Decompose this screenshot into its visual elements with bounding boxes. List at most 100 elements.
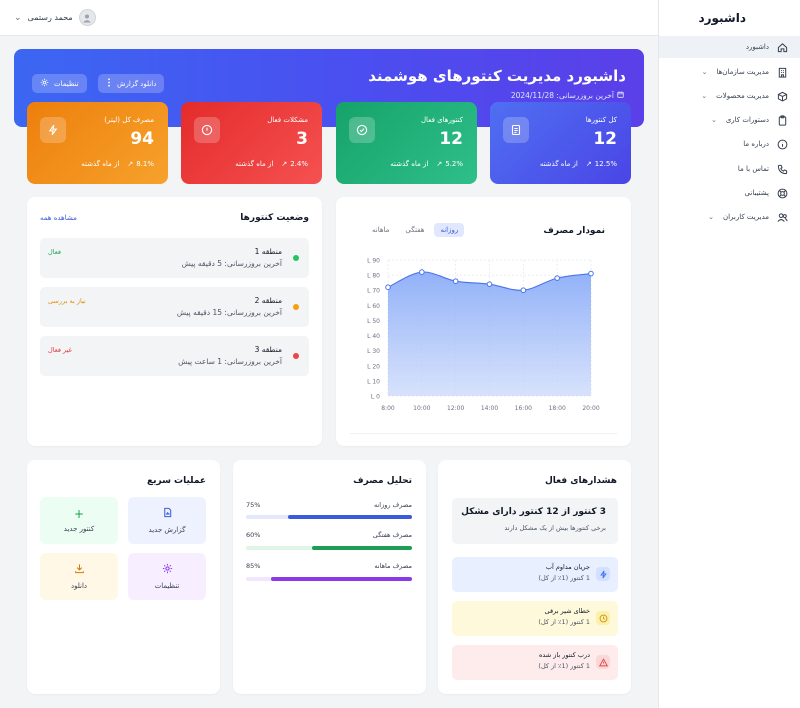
alert-title: درب کنتور باز شده — [538, 651, 590, 659]
status-dot — [293, 353, 299, 359]
progress-fill-weekly — [312, 546, 412, 550]
sidebar-item-users[interactable]: مدیریت کاربران ⌄ — [658, 205, 800, 229]
area-fill — [388, 272, 591, 396]
sidebar-item-label: دستورات کاری — [725, 116, 769, 124]
alert-title: خطای شیر برقی — [544, 607, 590, 615]
y-tick-label: L 90 — [367, 258, 380, 265]
progress-track-weekly — [246, 546, 412, 550]
meter-row[interactable]: منطقه 3 آخرین بروزرسانی: 1 ساعت پیش غیر … — [40, 336, 309, 376]
last-update-text: آخرین بروزرسانی: 2024/11/28 — [510, 91, 614, 100]
alert-title: جریان مداوم آب — [545, 563, 590, 571]
stat-change-value: 8.1% — [136, 160, 154, 168]
x-tick-label: 12:00 — [447, 405, 464, 412]
stat-change-value: 5.2% — [445, 160, 463, 168]
bar-label: مصرف ماهانه — [374, 562, 412, 570]
status-dot — [293, 304, 299, 310]
sidebar-item-organizations[interactable]: مدیریت سازمان‌ها ⌄ — [658, 60, 800, 84]
data-point[interactable] — [588, 270, 594, 277]
plus-icon: + — [73, 506, 85, 521]
alerts-summary: 3 کنتور از 12 کنتور دارای مشکل برخی کنتو… — [452, 498, 618, 544]
sidebar-item-label: مدیریت کاربران — [722, 213, 769, 221]
download-button[interactable]: دانلود — [40, 553, 118, 600]
sidebar-item-about[interactable]: درباره ما — [658, 132, 800, 156]
sidebar-item-label: مدیریت سازمان‌ها — [716, 68, 769, 76]
sidebar-item-work-orders[interactable]: دستورات کاری ⌄ — [658, 108, 800, 132]
sidebar-item-contact[interactable]: تماس با ما — [658, 157, 800, 181]
stat-change: 12.5% ↗ از ماه گذشته — [540, 160, 617, 168]
tab-weekly[interactable]: هفتگی — [405, 226, 425, 234]
meter-status-card: وضعیت کنتورها مشاهده همه منطقه 1 آخرین ب… — [27, 197, 322, 446]
download-label: دانلود — [70, 582, 88, 590]
bar-percent: 85% — [246, 562, 261, 570]
data-point[interactable] — [486, 281, 493, 287]
alert-item[interactable]: درب کنتور باز شده 1 کنتور (1٪ از کل) — [452, 645, 618, 680]
last-update: آخرین بروزرسانی: 2024/11/28 — [511, 91, 624, 100]
status-dot — [293, 255, 299, 261]
settings-button[interactable]: تنظیمات — [32, 74, 87, 93]
sidebar-item-dashboard[interactable]: داشبورد — [658, 35, 800, 59]
sidebar-item-label: مدیریت محصولات — [716, 92, 769, 100]
report-icon — [162, 507, 173, 520]
stat-value: 3 — [296, 129, 308, 149]
new-report-button[interactable]: گزارش جدید — [128, 497, 206, 544]
bar-percent: 60% — [246, 531, 261, 539]
x-tick-label: 14:00 — [481, 405, 498, 412]
x-tick-label: 18:00 — [549, 405, 566, 412]
alerts-title: هشدارهای فعال — [544, 476, 617, 486]
new-meter-button[interactable]: + کنتور جدید — [40, 497, 118, 544]
data-point[interactable] — [554, 275, 560, 281]
status-badge: غیر فعال — [48, 346, 72, 354]
page-title: داشبورد مدیریت کنتورهای هوشمند — [368, 67, 626, 85]
stat-card-total-meters: کل کنتورها 12 12.5% ↗ از ماه گذشته — [490, 102, 631, 184]
meter-row[interactable]: منطقه 1 آخرین بروزرسانی: 5 دقیقه پیش فعا… — [40, 238, 309, 278]
download-report-button[interactable]: دانلود گزارش — [98, 74, 165, 93]
alerts-summary-title: 3 کنتور از 12 کنتور دارای مشکل — [461, 507, 606, 517]
check-circle-icon — [349, 117, 375, 143]
data-point[interactable] — [419, 269, 425, 275]
sidebar-item-support[interactable]: پشتیبانی — [658, 181, 800, 205]
quick-actions-title: عملیات سریع — [146, 476, 206, 486]
x-tick-label: 10:00 — [413, 405, 430, 412]
sidebar-item-label: پشتیبانی — [744, 189, 769, 197]
status-badge: فعال — [48, 248, 61, 256]
alert-item[interactable]: خطای شیر برقی 1 کنتور (1٪ از کل) — [452, 601, 618, 636]
alert-item[interactable]: جریان مداوم آب 1 کنتور (1٪ از کل) — [452, 557, 618, 592]
y-tick-label: L 30 — [367, 348, 380, 355]
sidebar-title: داشبورد — [698, 11, 746, 25]
stat-card-active-meters: کنتورهای فعال 12 5.2% ↗ از ماه گذشته — [336, 102, 477, 184]
sidebar-active-highlight — [659, 36, 800, 58]
meter-name: منطقه 3 — [254, 345, 282, 354]
alerts-summary-sub: برخی کنتورها بیش از یک مشکل دارند — [504, 524, 606, 532]
meter-last-update: آخرین بروزرسانی: 5 دقیقه پیش — [181, 259, 282, 268]
data-point[interactable] — [452, 278, 459, 284]
avatar — [78, 9, 96, 26]
progress-track-daily — [246, 515, 412, 519]
home-icon — [776, 41, 788, 53]
meter-row[interactable]: منطقه 2 آخرین بروزرسانی: 15 دقیقه پیش نی… — [40, 287, 309, 327]
data-point[interactable] — [520, 287, 527, 294]
y-tick-label: L 50 — [367, 318, 380, 325]
analysis-title: تحلیل مصرف — [353, 476, 412, 486]
zap-icon — [40, 117, 66, 143]
data-point[interactable] — [385, 284, 391, 291]
settings-action-button[interactable]: تنظیمات — [128, 553, 206, 600]
meter-last-update: آخرین بروزرسانی: 1 ساعت پیش — [178, 357, 282, 366]
divider — [350, 433, 617, 434]
warning-icon — [596, 655, 610, 669]
user-menu[interactable]: ⌄ محمد رستمی — [14, 9, 96, 26]
stat-change-value: 12.5% — [594, 160, 617, 168]
sidebar-item-products[interactable]: مدیریت محصولات ⌄ — [658, 84, 800, 108]
view-all-link[interactable]: مشاهده همه — [40, 214, 77, 222]
meters-title: وضعیت کنتورها — [240, 213, 309, 223]
stat-value: 12 — [439, 129, 463, 149]
bar-label: مصرف هفتگی — [372, 531, 412, 539]
trend-up-icon: ↗ — [585, 160, 592, 168]
trend-up-icon: ↗ — [281, 160, 288, 168]
trend-up-icon: ↗ — [436, 160, 443, 168]
tab-daily[interactable]: روزانه — [434, 223, 465, 237]
sidebar-item-label: درباره ما — [743, 140, 769, 148]
document-icon — [503, 117, 529, 143]
chevron-down-icon: ⌄ — [701, 68, 708, 76]
tab-monthly[interactable]: ماهانه — [372, 226, 390, 234]
